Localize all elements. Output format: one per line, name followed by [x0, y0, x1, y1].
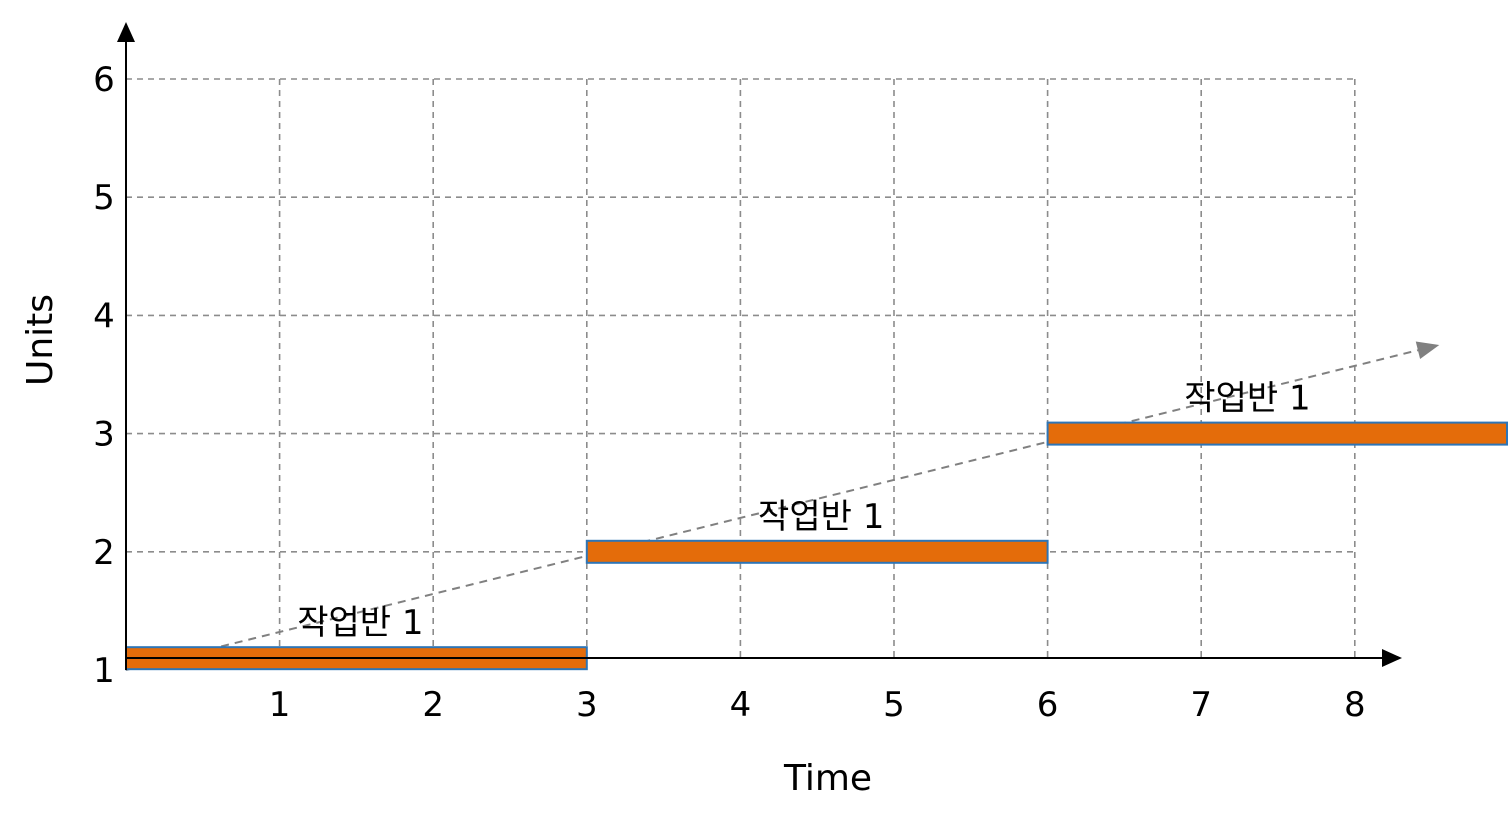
- axes: [117, 22, 1402, 670]
- bar-label: 작업반 1: [758, 497, 884, 537]
- x-tick-label: 3: [576, 685, 598, 725]
- bar: [585, 539, 1049, 564]
- x-tick-label: 8: [1344, 685, 1366, 725]
- trend-line: [125, 349, 1419, 671]
- x-tick-label: 5: [883, 685, 905, 725]
- x-axis-title: Time: [783, 758, 872, 799]
- y-tick-label: 6: [93, 60, 115, 100]
- bar-labels: 작업반 1 작업반 1 작업반 1: [297, 379, 1310, 644]
- x-axis-arrow-icon: [1382, 649, 1402, 667]
- bar-label: 작업반 1: [297, 603, 423, 643]
- grid: [126, 78, 1356, 658]
- y-tick-label: 3: [93, 415, 115, 455]
- x-tick-label: 7: [1190, 685, 1212, 725]
- x-tick-label: 4: [730, 685, 752, 725]
- bar: [1046, 421, 1508, 446]
- y-axis-arrow-icon: [117, 22, 135, 42]
- tick-labels: 1 2 3 4 5 6 1 2 3 4 5 6 7 8: [93, 60, 1365, 725]
- x-tick-label: 1: [269, 685, 291, 725]
- trend-line-layer: [125, 341, 1440, 671]
- x-tick-label: 6: [1037, 685, 1059, 725]
- y-axis-title: Units: [20, 294, 61, 386]
- y-tick-label: 4: [93, 296, 115, 336]
- y-tick-label: 1: [93, 651, 115, 691]
- y-tick-label: 2: [93, 533, 115, 573]
- bar-label: 작업반 1: [1184, 379, 1310, 419]
- x-tick-label: 2: [422, 685, 444, 725]
- y-tick-label: 5: [93, 178, 115, 218]
- trend-arrow-icon: [1415, 341, 1440, 359]
